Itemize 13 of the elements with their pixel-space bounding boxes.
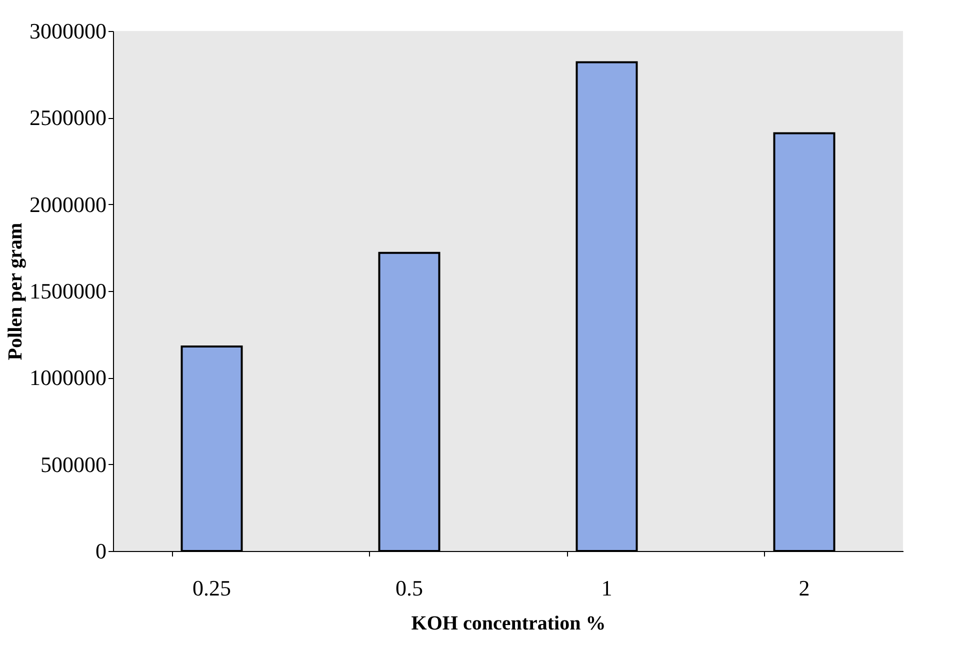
x-axis-title: KOH concentration % [411,612,606,634]
x-tick-label: 0.25 [192,576,231,600]
y-tick-label: 2500000 [30,105,106,130]
y-tick-label: 3000000 [30,18,106,44]
y-tick-label: 2000000 [30,192,106,217]
y-tick-label: 1500000 [30,278,106,304]
x-tick-label: 0.5 [396,576,423,600]
y-tick-label: 500000 [40,452,106,477]
x-tick-label: 2 [798,576,810,600]
x-tick-label: 1 [601,576,612,600]
y-tick-label: 0 [96,538,106,564]
y-tick-label: 1000000 [30,365,106,390]
y-axis-title: Pollen per gram [4,222,26,360]
